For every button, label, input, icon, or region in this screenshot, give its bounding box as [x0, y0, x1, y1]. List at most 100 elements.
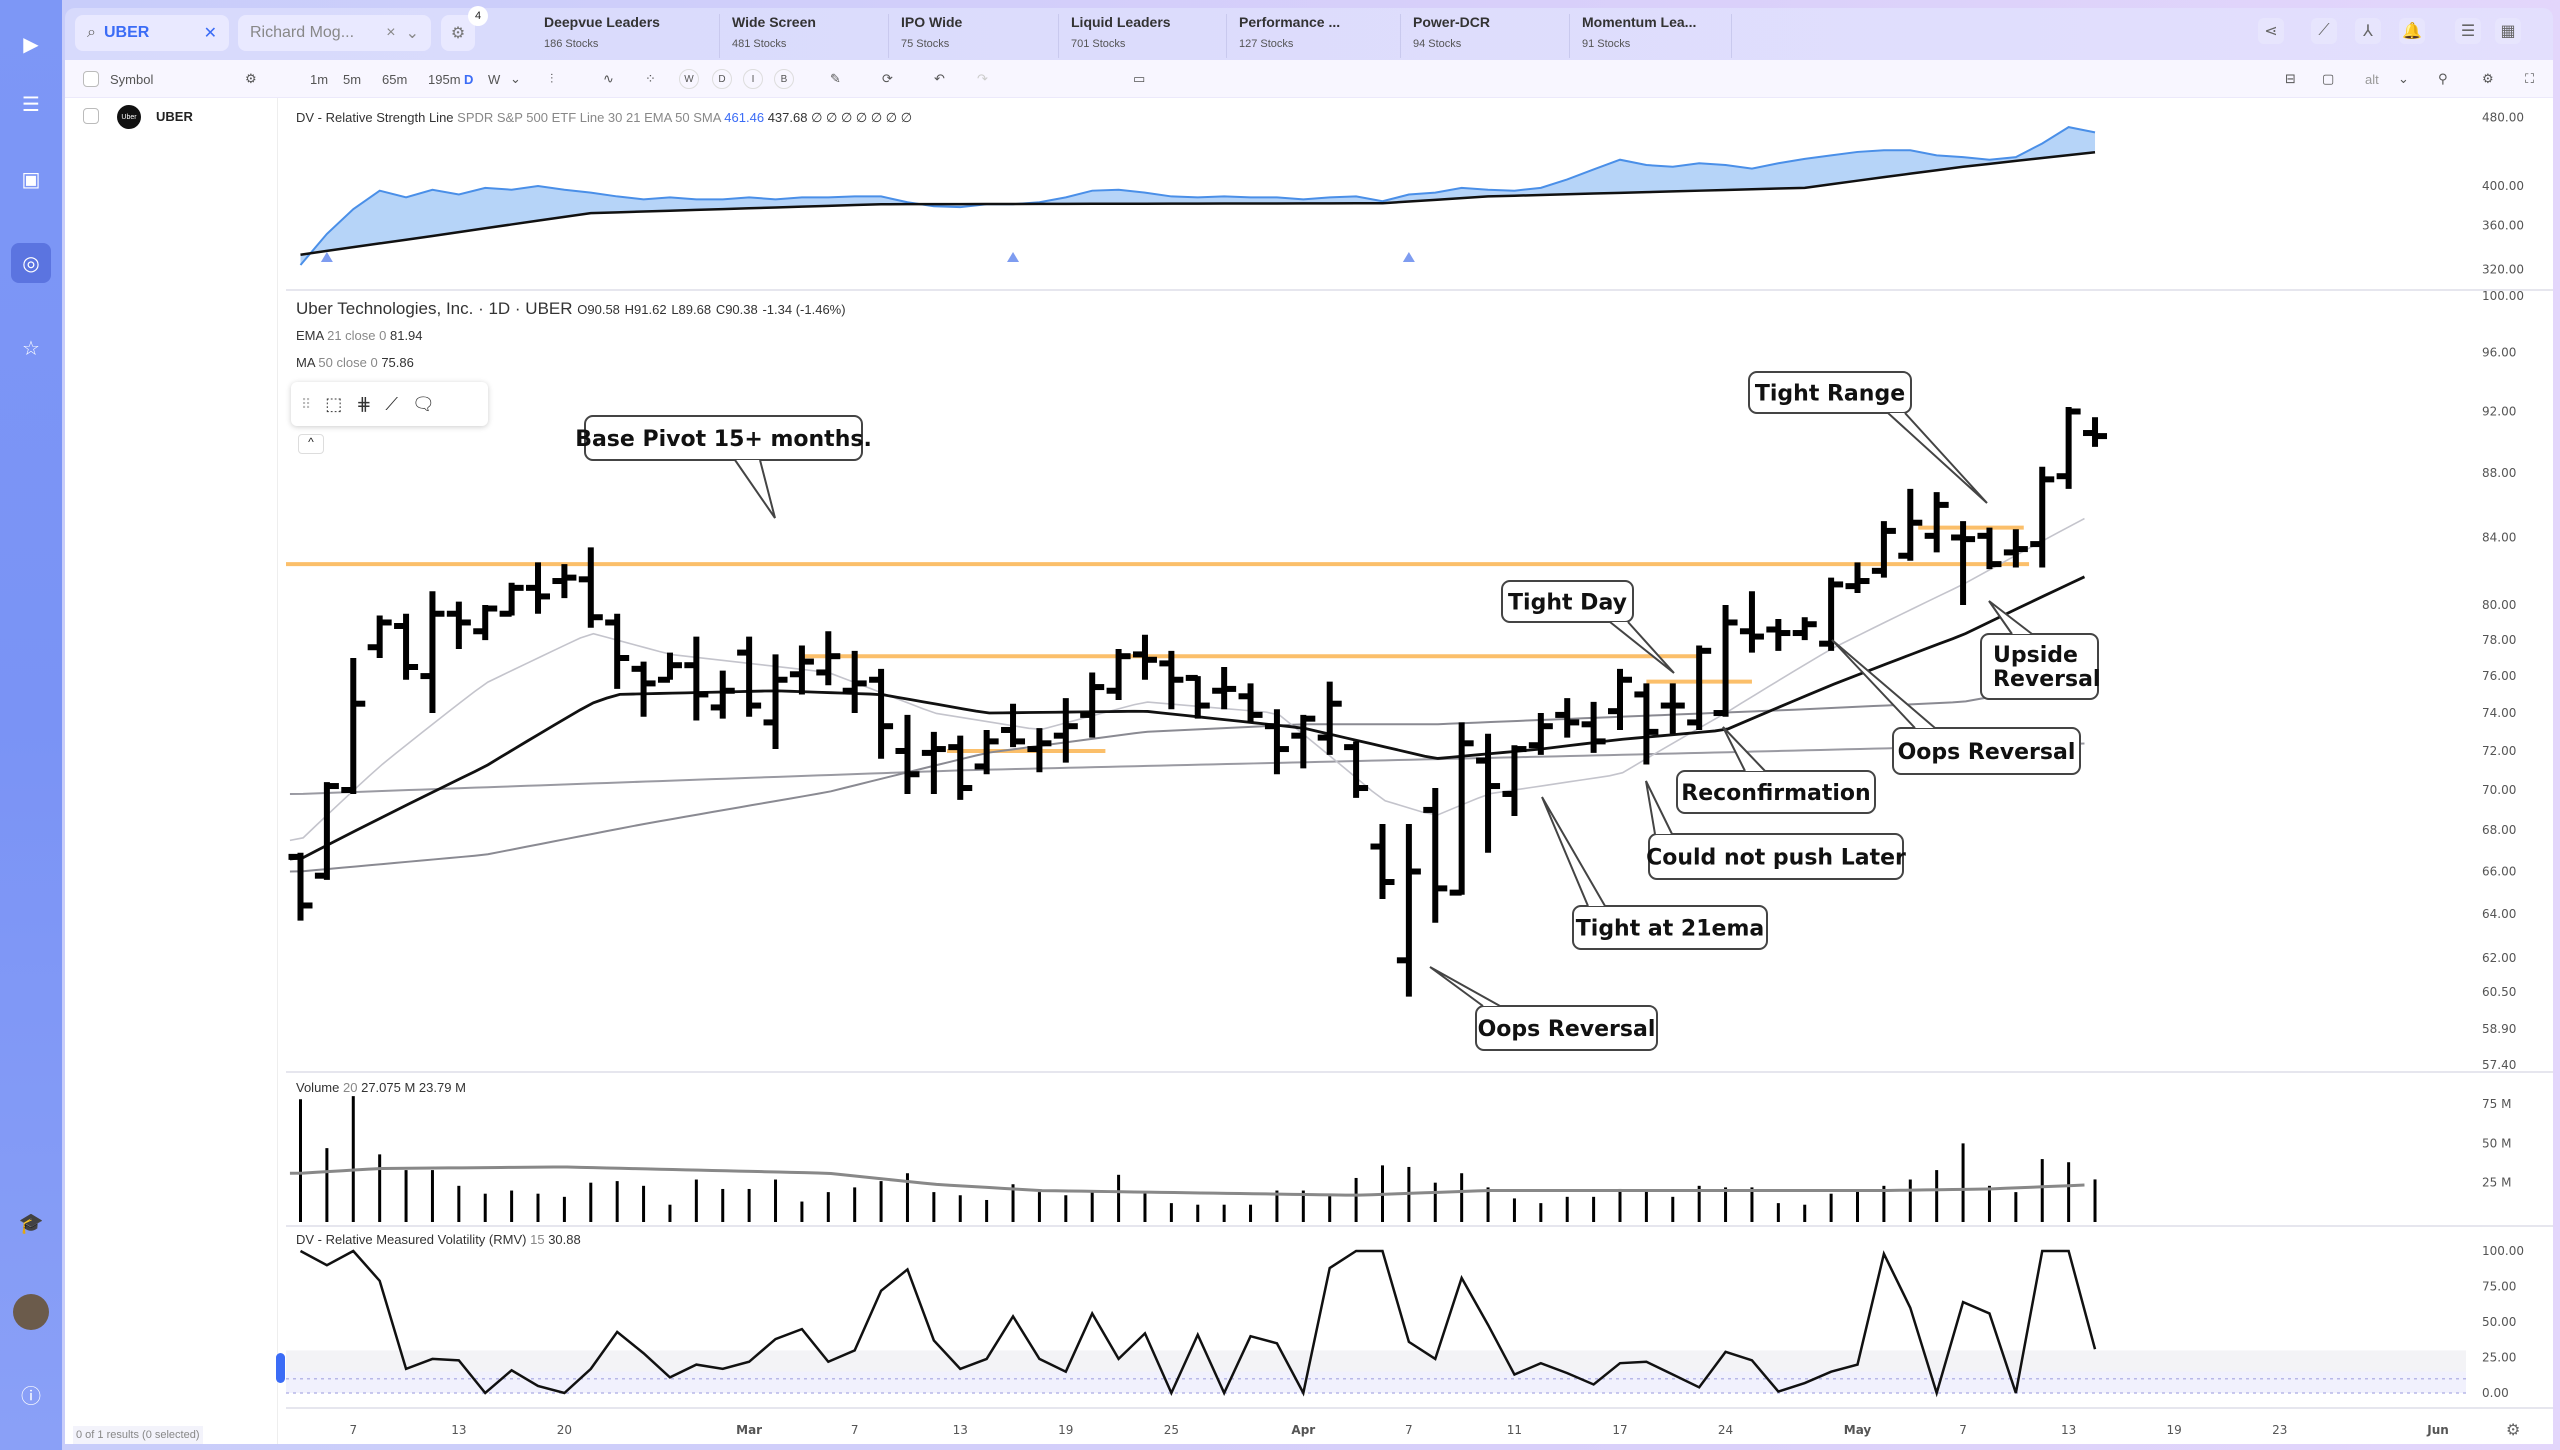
chart-line-icon[interactable]: ⟋ [2311, 18, 2337, 44]
callout-tail [1645, 780, 1673, 835]
pane-resize-handle[interactable] [276, 1353, 285, 1383]
rs-axis-label: 360.00 [2482, 218, 2524, 232]
ma-legend: MA 50 close 0 75.86 [296, 355, 414, 370]
chart-area[interactable] [278, 98, 2553, 1444]
undo-icon[interactable]: ↶ [934, 71, 945, 86]
refresh-icon[interactable]: ⟳ [882, 71, 893, 86]
callout-box [1892, 727, 2081, 775]
ohlc-bar [1344, 741, 1369, 798]
folder-icon[interactable]: ▢ [2322, 71, 2335, 86]
timeframe-5m[interactable]: 5m [343, 71, 362, 87]
row-checkbox[interactable] [83, 108, 99, 124]
alt-select[interactable]: alt [2365, 71, 2379, 87]
ohlc-bar [789, 645, 814, 695]
help-icon[interactable]: ⓘ [21, 1385, 41, 1408]
ema21-line [289, 575, 2086, 861]
watchlist-tab[interactable]: Wide Screen 481 Stocks [732, 14, 889, 58]
chevron-down-icon[interactable]: ⌄ [405, 25, 419, 42]
layout-panel-icon[interactable]: ⊟ [2285, 71, 2296, 86]
sma10-line [289, 517, 2085, 842]
drag-handle-icon[interactable]: ⠿ [301, 395, 312, 412]
callout-box [1501, 580, 1634, 623]
watchlist-tab[interactable]: Performance ... 127 Stocks [1239, 14, 1401, 58]
ohlc-bar [710, 670, 735, 719]
trendline-tool-icon[interactable]: ⟋ [385, 393, 398, 414]
watchlist-tab[interactable]: Deepvue Leaders 186 Stocks [544, 14, 720, 58]
menu-lines-icon[interactable]: ☰ [22, 93, 40, 116]
alt-chevron-icon[interactable]: ⌄ [2398, 71, 2409, 86]
pencil-icon[interactable]: ✎ [830, 71, 841, 86]
watchlist-tab[interactable]: Liquid Leaders 701 Stocks [1071, 14, 1227, 58]
screen-select[interactable]: Richard Mog... × ⌄ [238, 15, 431, 51]
callout-box [1572, 905, 1768, 950]
layouts-icon[interactable]: ⁘ [645, 71, 656, 86]
graduation-cap-icon[interactable]: 🎓 [18, 1212, 44, 1235]
ohlc-bar [1317, 681, 1342, 755]
timeframe-195m[interactable]: 195m [428, 71, 461, 87]
timeframe-1m[interactable]: 1m [310, 71, 329, 87]
timeframe-dropdown-icon[interactable]: ⌄ [510, 71, 521, 86]
symbol-row[interactable]: Uber UBER [65, 98, 277, 134]
column-settings-icon[interactable]: ⚙ [245, 71, 257, 86]
x-axis-label: Jun [2426, 1423, 2449, 1437]
timeframe-D[interactable]: D [464, 71, 474, 87]
x-axis-label: 7 [1959, 1423, 1967, 1437]
watchlist-tab[interactable]: Momentum Lea... 91 Stocks [1582, 14, 1732, 58]
avatar[interactable] [13, 1294, 49, 1330]
rs-axis-label: 400.00 [2482, 179, 2524, 193]
callout-annotation: Base Pivot 15+ months. [575, 415, 872, 519]
ohlc-bar [605, 613, 630, 689]
x-axis-label: 17 [1612, 1423, 1627, 1437]
toggle-D[interactable]: D [712, 69, 732, 89]
timeframe-W[interactable]: W [488, 71, 501, 87]
rectangle-tool-icon[interactable]: ⬚ [325, 393, 343, 414]
x-axis-label: May [1844, 1423, 1872, 1437]
watchlist-tab[interactable]: Power-DCR 94 Stocks [1413, 14, 1570, 58]
clear-icon[interactable]: × [386, 24, 396, 41]
watchlist-tab[interactable]: IPO Wide 75 Stocks [901, 14, 1059, 58]
toggle-W[interactable]: W [679, 69, 699, 89]
grid-view-icon[interactable]: ▦ [2495, 18, 2521, 44]
calendar-icon[interactable]: ▭ [1133, 71, 1146, 86]
volume-axis-label: 25 M [2482, 1176, 2511, 1190]
timeframe-65m[interactable]: 65m [382, 71, 408, 87]
layout-icon[interactable]: ▣ [21, 168, 41, 191]
search-input[interactable]: ⌕ UBER ✕ [75, 15, 229, 51]
redo-icon[interactable]: ↷ [977, 71, 988, 86]
search-zoom-icon[interactable]: ⚲ [2438, 71, 2448, 86]
play-logo-icon[interactable]: ▶ [23, 33, 39, 56]
select-all-checkbox[interactable] [83, 71, 99, 87]
axis-settings-icon[interactable]: ⚙ [2506, 1422, 2521, 1439]
x-axis-label: 7 [1405, 1423, 1413, 1437]
fib-tool-icon[interactable]: ⋕ [356, 393, 372, 414]
list-view-icon[interactable]: ☰ [2455, 18, 2481, 44]
symbol-column-label: Symbol [110, 71, 154, 87]
indicators-icon[interactable]: ∿ [603, 71, 614, 86]
clear-search-icon[interactable]: ✕ [203, 25, 217, 42]
toggle-B[interactable]: B [774, 69, 794, 89]
hierarchy-icon[interactable]: ⅄ [2355, 18, 2381, 44]
sidebar: ▶ ☰ ▣ ◎ ☆ 🎓 ⓘ [0, 0, 62, 1450]
star-icon[interactable]: ☆ [22, 337, 40, 360]
callout-tool-icon[interactable]: 🗨 [411, 393, 435, 414]
collapse-legend-button[interactable]: ^ [298, 434, 324, 454]
rs-marker-triangle [1402, 252, 1415, 262]
bar-style-icon[interactable]: ⫶ [550, 71, 554, 86]
target-icon[interactable]: ◎ [11, 243, 51, 283]
fullscreen-icon[interactable]: ⛶ [2525, 71, 2535, 86]
ohlc-bar [552, 564, 577, 599]
bell-icon[interactable]: 🔔 [2399, 18, 2425, 44]
watchlist-count: 127 Stocks [1239, 38, 1294, 50]
x-axis-label: 7 [851, 1423, 859, 1437]
callout-tail [1887, 412, 1988, 504]
callout-box [1475, 1005, 1658, 1051]
callout-box [1748, 371, 1912, 414]
callout-annotation: Tight Range [1748, 371, 1988, 504]
ohlc-bar [1739, 591, 1764, 653]
watchlist-name: Momentum Lea... [1582, 14, 1697, 30]
share-icon[interactable]: ⋖ [2258, 18, 2284, 44]
toggle-I[interactable]: I [743, 69, 763, 89]
price-axis-label: 68.00 [2482, 823, 2516, 837]
settings-gear-icon[interactable]: ⚙ [2482, 71, 2494, 86]
